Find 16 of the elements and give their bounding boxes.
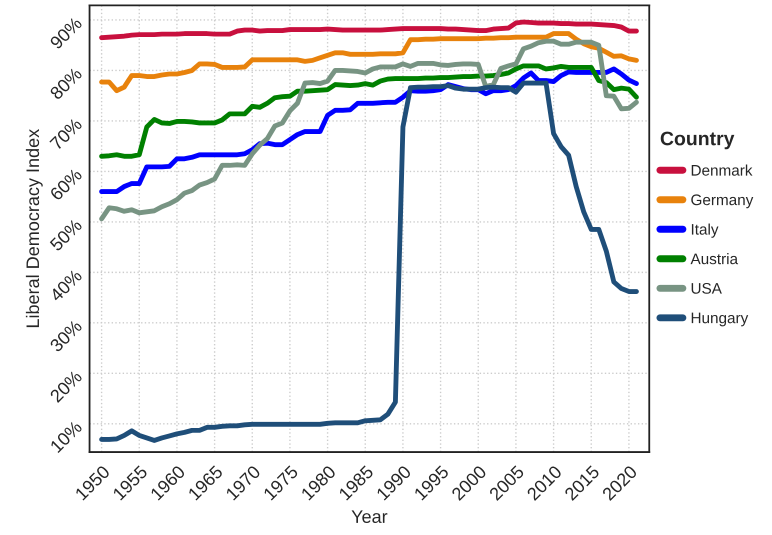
legend-label: Italy [692, 224, 718, 238]
legend-label: Austria [690, 253, 738, 264]
y-tick-label: 60% [49, 168, 83, 202]
y-tick-label: 80% [49, 66, 83, 100]
x-axis-title: Year [352, 510, 388, 523]
y-tick-label: 70% [49, 117, 83, 151]
legend-label: USA [692, 282, 722, 294]
y-tick-label: 90% [49, 16, 83, 50]
legend-label: Germany [691, 194, 754, 208]
legend-title: Country [660, 132, 734, 150]
y-axis-title: Liberal Democracy Index [26, 129, 43, 328]
y-tick-label: 40% [48, 268, 83, 302]
y-tick-label: 50% [49, 218, 83, 252]
legend-label: Denmark [692, 164, 752, 176]
legend-label: Hungary [692, 312, 748, 326]
y-tick-label: 30% [49, 319, 83, 353]
